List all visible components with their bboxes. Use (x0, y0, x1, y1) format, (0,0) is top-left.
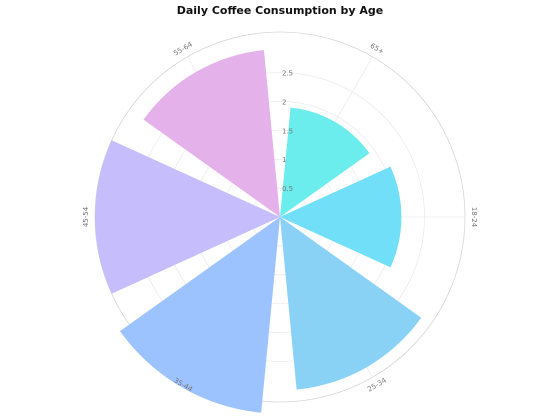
bar-18-24 (280, 166, 402, 268)
bar-55-64 (143, 50, 280, 218)
radial-tick-label: 2.5 (282, 69, 293, 77)
category-label: 45-54 (82, 206, 90, 227)
radial-tick-label: 1.5 (282, 127, 293, 135)
category-label: 18-24 (470, 207, 478, 228)
bar-25-34 (280, 217, 422, 390)
bar-45-54 (95, 140, 280, 294)
category-label: 65+ (369, 42, 386, 56)
chart-title: Daily Coffee Consumption by Age (176, 4, 384, 17)
bar-65+ (280, 107, 370, 217)
radial-tick-label: 0.5 (282, 185, 293, 193)
radial-tick-label: 2 (282, 98, 286, 106)
bars (95, 50, 422, 413)
bar-35-44 (119, 217, 280, 413)
radial-tick-label: 1 (282, 156, 286, 164)
